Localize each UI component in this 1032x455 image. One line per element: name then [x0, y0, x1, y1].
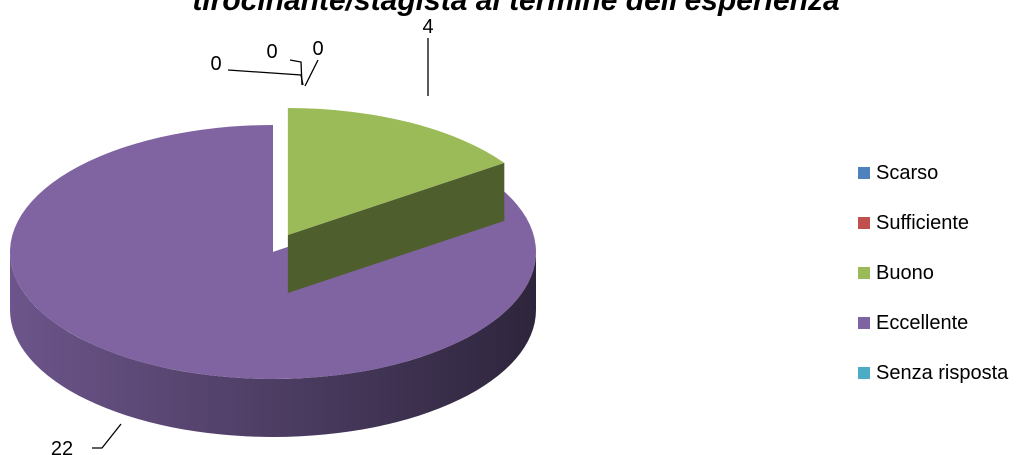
data-label-eccellente: 22 — [51, 438, 73, 455]
legend-swatch — [858, 267, 870, 279]
legend-swatch — [858, 367, 870, 379]
legend-label: Senza risposta — [876, 361, 1009, 384]
data-label-scarso: 0 — [210, 53, 221, 75]
legend-item-sufficiente: Sufficiente — [858, 198, 1008, 248]
leader-line-sufficiente — [289, 59, 303, 86]
data-label-sufficiente: 0 — [266, 41, 277, 63]
legend: Scarso Sufficiente Buono Eccellente Senza ri… — [858, 148, 1008, 398]
pie-slice-buono — [287, 107, 505, 293]
leader-line-scarso — [227, 69, 304, 86]
legend-swatch — [858, 317, 870, 329]
leader-line-senza-risposta — [304, 59, 319, 87]
legend-label: Scarso — [876, 161, 939, 184]
chart-title: tirocinante/stagista al termine dell'esp… — [192, 0, 840, 17]
data-label-senza-risposta: 0 — [312, 38, 323, 60]
legend-item-senza-risposta: Senza risposta — [858, 348, 1008, 398]
legend-label: Eccellente — [876, 311, 969, 334]
leader-line-eccellente — [92, 423, 122, 449]
data-label-buono: 4 — [422, 16, 433, 38]
legend-swatch — [858, 167, 870, 179]
legend-label: Sufficiente — [876, 211, 970, 234]
legend-label: Buono — [876, 261, 934, 284]
legend-item-eccellente: Eccellente — [858, 298, 1008, 348]
legend-swatch — [858, 217, 870, 229]
legend-item-buono: Buono — [858, 248, 1008, 298]
legend-item-scarso: Scarso — [858, 148, 1008, 198]
